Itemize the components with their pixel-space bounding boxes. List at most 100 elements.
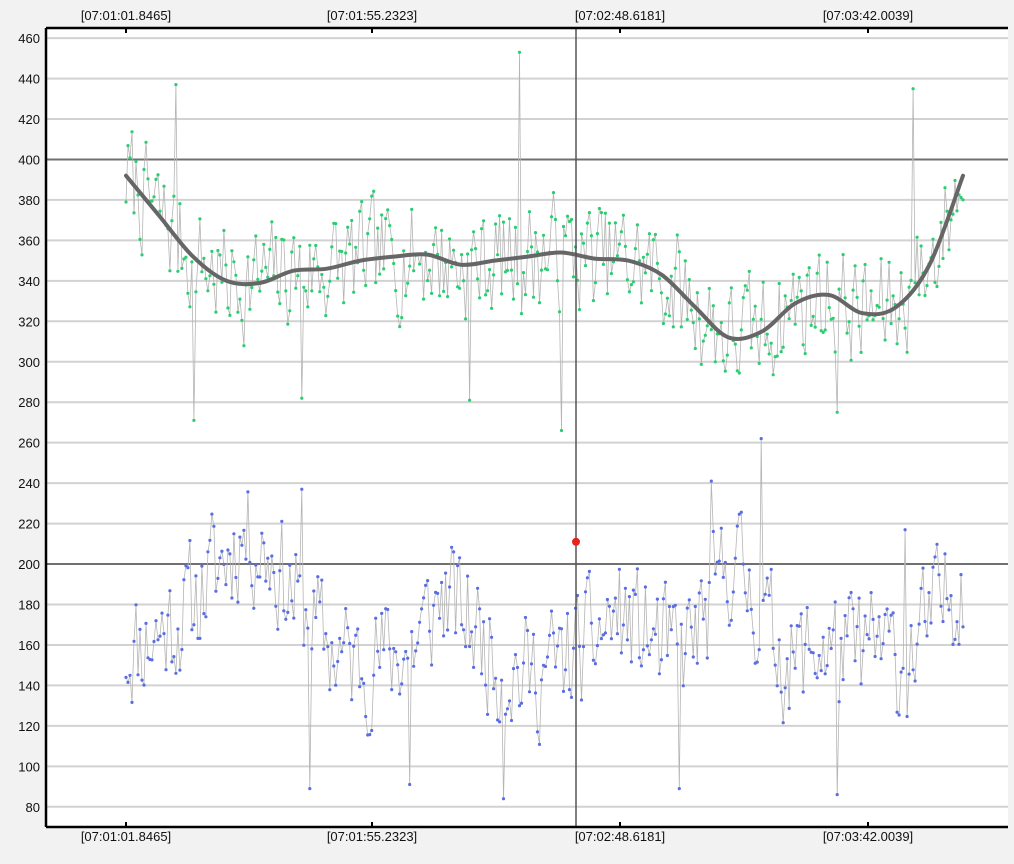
series-upper-point bbox=[192, 418, 196, 422]
series-upper-point bbox=[585, 221, 590, 225]
series-lower-point bbox=[617, 567, 622, 571]
series-upper-point bbox=[621, 213, 626, 217]
series-upper-point bbox=[302, 285, 306, 289]
series-upper-point bbox=[450, 265, 454, 269]
series-upper-point bbox=[492, 273, 496, 277]
series-upper-point bbox=[685, 317, 689, 322]
series-upper-point bbox=[683, 259, 687, 263]
series-upper-point bbox=[549, 215, 554, 219]
series-upper-point bbox=[146, 177, 150, 181]
series-upper-point bbox=[791, 272, 795, 276]
series-lower-point bbox=[503, 712, 508, 716]
series-lower-point bbox=[334, 683, 338, 687]
series-upper-point bbox=[330, 245, 334, 249]
series-upper-point bbox=[254, 234, 258, 238]
series-lower-point bbox=[853, 659, 857, 663]
series-upper-point bbox=[895, 342, 899, 346]
series-lower-point bbox=[681, 684, 685, 688]
series-lower-point bbox=[340, 650, 344, 654]
series-upper-point bbox=[953, 178, 957, 183]
series-upper-point bbox=[803, 352, 807, 356]
series-lower-point bbox=[729, 618, 733, 622]
series-lower-point bbox=[228, 552, 232, 556]
series-upper-point bbox=[468, 398, 472, 402]
series-lower-point bbox=[306, 626, 310, 630]
series-upper-point bbox=[212, 282, 216, 286]
series-lower-point bbox=[154, 619, 158, 623]
y-tick-label: 80 bbox=[26, 800, 40, 815]
x-tick-label-top: [07:02:48.6181] bbox=[575, 8, 665, 23]
series-lower-point bbox=[531, 632, 536, 637]
series-lower-point bbox=[631, 588, 636, 592]
series-upper-point bbox=[667, 314, 672, 318]
series-lower-point bbox=[621, 623, 626, 627]
series-lower-point bbox=[386, 607, 390, 612]
y-tick-label: 220 bbox=[18, 517, 40, 532]
series-lower-point bbox=[611, 609, 616, 613]
series-lower-point bbox=[779, 690, 783, 694]
y-tick-label: 380 bbox=[18, 193, 40, 208]
series-lower-point bbox=[266, 556, 270, 560]
series-lower-point bbox=[873, 654, 877, 659]
series-lower-point bbox=[719, 526, 723, 530]
series-upper-point bbox=[246, 255, 250, 259]
series-lower-point bbox=[601, 633, 606, 637]
series-lower-point bbox=[472, 665, 476, 670]
series-lower-point bbox=[735, 524, 739, 528]
series-lower-point bbox=[142, 683, 146, 687]
series-lower-point bbox=[232, 532, 236, 536]
series-lower-point bbox=[801, 690, 805, 694]
series-lower-point bbox=[877, 615, 881, 619]
series-upper-point bbox=[482, 219, 486, 223]
series-upper-point bbox=[509, 268, 514, 272]
series-upper-point bbox=[523, 293, 528, 297]
series-upper-point bbox=[713, 360, 717, 364]
series-lower-point bbox=[747, 568, 751, 572]
series-lower-point bbox=[605, 597, 610, 602]
series-lower-point bbox=[436, 591, 440, 596]
series-lower-point bbox=[813, 671, 817, 676]
series-lower-point bbox=[913, 679, 917, 683]
series-lower-point bbox=[659, 658, 664, 662]
series-upper-point bbox=[300, 396, 304, 400]
series-lower-point bbox=[498, 720, 502, 724]
cursor-group[interactable] bbox=[572, 28, 580, 827]
series-lower-point bbox=[669, 628, 673, 632]
series-lower-point bbox=[507, 699, 512, 703]
series-upper-point bbox=[857, 324, 861, 328]
series-lower-point bbox=[286, 610, 290, 615]
series-lower-point bbox=[707, 580, 711, 585]
series-upper-point bbox=[823, 328, 827, 332]
series-lower-point bbox=[180, 647, 184, 652]
series-upper-point bbox=[264, 265, 268, 269]
series-lower-point bbox=[687, 598, 691, 602]
series-upper-point bbox=[128, 156, 132, 160]
cursor-marker[interactable] bbox=[572, 537, 580, 546]
series-lower-point bbox=[567, 688, 572, 692]
series-lower-point bbox=[683, 652, 687, 656]
series-lower-point bbox=[711, 529, 715, 534]
series-upper-point bbox=[400, 316, 404, 320]
series-lower-point bbox=[583, 590, 588, 594]
series-lower-point bbox=[727, 623, 731, 627]
series-upper-point bbox=[486, 289, 490, 293]
series-upper-point bbox=[917, 293, 921, 297]
series-lower-point bbox=[320, 578, 324, 582]
series-upper-point bbox=[527, 210, 532, 214]
series-upper-point bbox=[887, 260, 891, 264]
series-lower-point bbox=[593, 662, 598, 666]
series-upper-point bbox=[763, 343, 767, 347]
series-upper-point bbox=[609, 272, 614, 276]
series-upper-point bbox=[216, 248, 220, 253]
series-upper-point bbox=[787, 317, 791, 321]
series-upper-point bbox=[567, 219, 572, 224]
series-lower-point bbox=[927, 591, 931, 595]
series-lower-point bbox=[907, 672, 911, 676]
series-lower-point bbox=[132, 639, 136, 643]
series-lower-point bbox=[571, 646, 576, 650]
series-upper-point bbox=[945, 209, 949, 213]
series-upper-point bbox=[903, 326, 907, 330]
series-lower-point bbox=[881, 642, 885, 646]
series-upper-point bbox=[761, 280, 765, 284]
series-lower-point bbox=[803, 642, 807, 647]
